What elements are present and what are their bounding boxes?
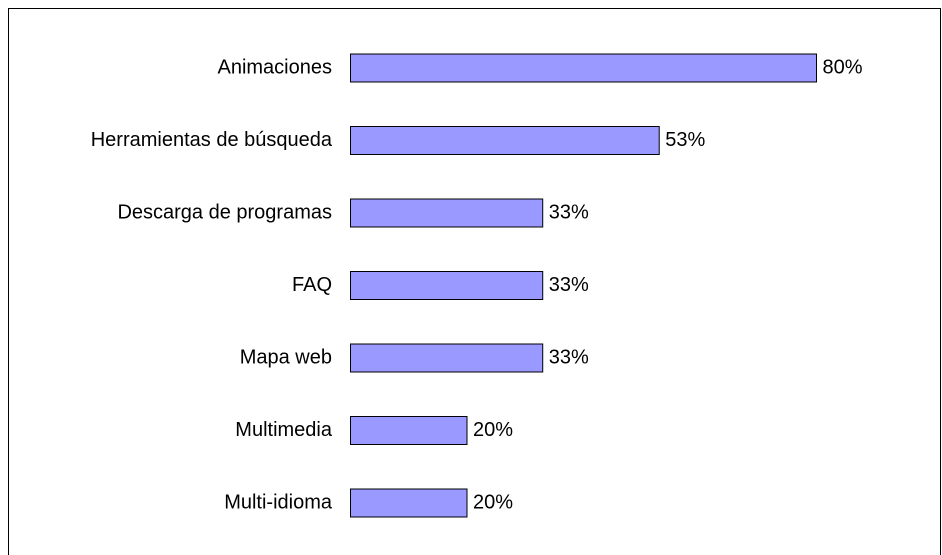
value-label: 33%	[549, 274, 589, 296]
value-label: 80%	[823, 56, 863, 78]
category-label: Descarga de programas	[117, 201, 332, 223]
value-label: 33%	[549, 346, 589, 368]
bar	[350, 488, 468, 518]
bar	[350, 343, 544, 373]
value-label: 20%	[473, 419, 513, 441]
bar	[350, 271, 544, 300]
value-label: 33%	[549, 201, 589, 223]
category-label: Multi-idioma	[224, 491, 333, 513]
bar	[350, 53, 817, 83]
category-label: Herramientas de búsqueda	[91, 129, 333, 151]
value-label: 20%	[473, 491, 513, 513]
category-label: FAQ	[292, 274, 332, 296]
category-label: Animaciones	[217, 56, 332, 78]
bar	[350, 126, 660, 155]
bar	[350, 416, 468, 445]
category-label: Mapa web	[240, 346, 332, 368]
category-label: Multimedia	[235, 419, 333, 441]
bar	[350, 198, 544, 228]
chart-frame	[8, 8, 941, 555]
value-label: 53%	[665, 129, 705, 151]
